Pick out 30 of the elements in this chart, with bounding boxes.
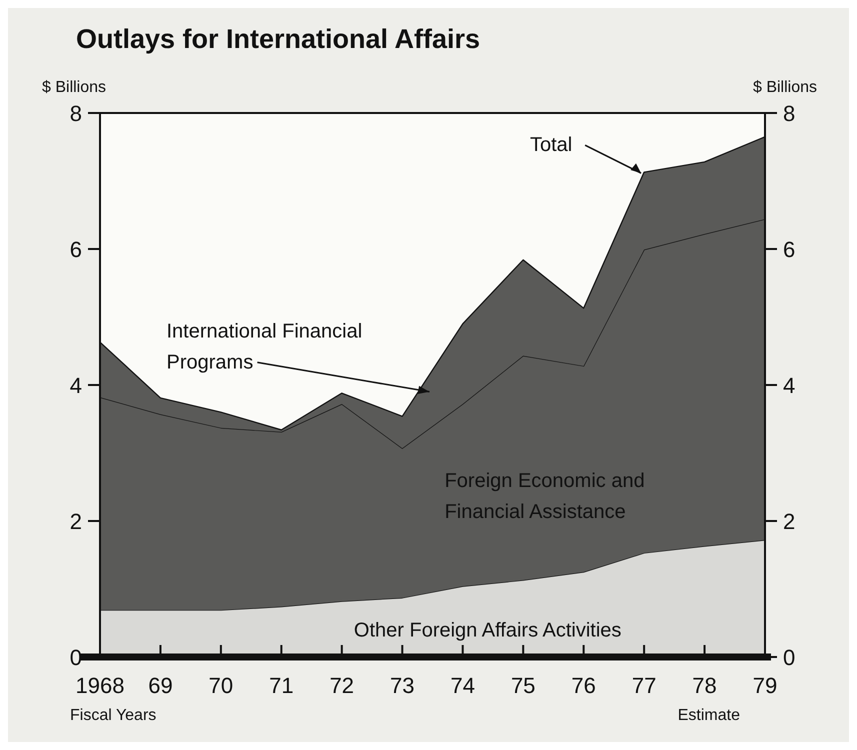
y2-tick-label: 2: [783, 509, 796, 534]
y2-tick-label: 0: [783, 645, 796, 670]
series-label: Foreign Economic and Financial Assistance: [444, 470, 645, 523]
x-tick-label: 71: [269, 673, 294, 698]
y-tick-label: 6: [70, 237, 82, 262]
chart-title: Outlays for International Affairs: [76, 24, 480, 54]
y-axis-title: $ Billions: [42, 79, 106, 96]
y-tick-label: 8: [70, 101, 82, 126]
x-tick-label: 70: [208, 673, 234, 698]
x-tick-label: 79: [752, 673, 778, 698]
text: Estimate: [678, 707, 740, 724]
y2-tick-label: 8: [783, 101, 796, 126]
y-tick-label: 2: [70, 509, 82, 534]
x-tick-label: 72: [330, 673, 354, 698]
annotation: Total: [530, 134, 572, 156]
x-axis-title: Fiscal Years: [70, 707, 156, 724]
x-tick-label: 69: [148, 673, 173, 698]
series-label: Other Foreign Affairs Activities: [354, 620, 622, 642]
x-tick-label: 73: [390, 673, 415, 698]
x-tick-label: 1968: [76, 673, 124, 698]
y2-axis-title: $ Billions: [752, 79, 817, 96]
series-label: International Financial Programs: [166, 320, 362, 374]
x-tick-label: 74: [450, 673, 475, 698]
y2-tick-label: 6: [783, 237, 796, 262]
y2-tick-label: 4: [783, 373, 796, 398]
x-tick-label: 77: [632, 673, 656, 698]
x-tick-label: 75: [510, 673, 536, 698]
x-tick-label: 78: [692, 673, 717, 698]
y-tick-label: 4: [70, 373, 82, 398]
x-tick-label: 76: [571, 673, 596, 698]
